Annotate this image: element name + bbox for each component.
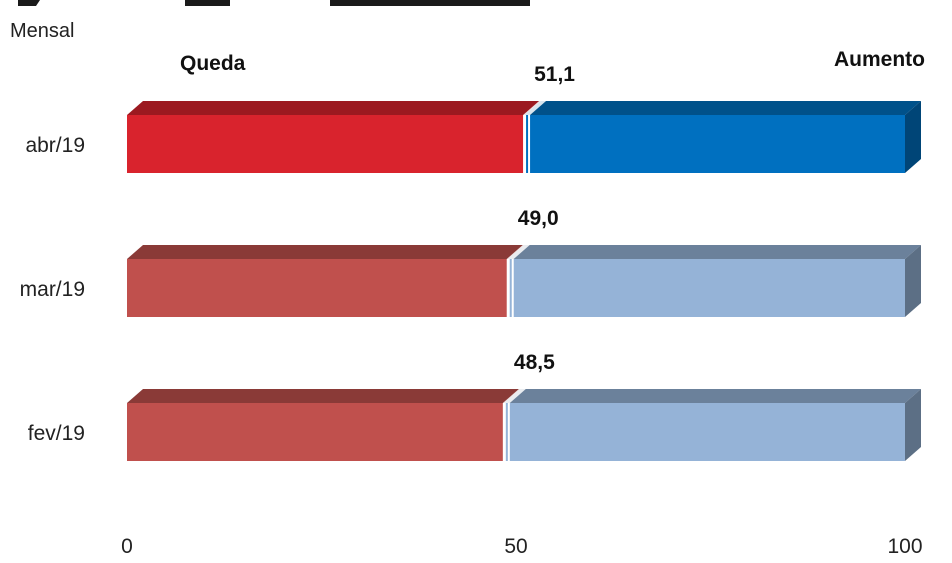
category-label: fev/19 — [28, 422, 85, 445]
bar-right-side — [905, 101, 921, 173]
bar-left-top — [127, 389, 521, 403]
x-tick-label: 0 — [121, 535, 133, 558]
bar-right-top — [504, 389, 921, 403]
bars-group: abr/19 51,1 mar/19 49,0 fev/19 48,5 — [20, 63, 921, 461]
bar-right-top — [524, 101, 921, 115]
x-tick-label: 50 — [504, 535, 527, 558]
split-divider-top — [523, 101, 547, 115]
bar-left-top — [127, 101, 541, 115]
right-side-label: Aumento — [834, 48, 925, 71]
chart-subtitle: Mensal — [10, 20, 74, 42]
value-label: 51,1 — [534, 63, 575, 86]
value-label: 49,0 — [518, 207, 559, 230]
bar-left-segment — [127, 403, 505, 461]
split-divider-inner — [505, 403, 508, 461]
split-divider-top — [506, 245, 530, 259]
bar-row-2: fev/19 48,5 — [28, 351, 921, 461]
bar-left-segment — [127, 259, 509, 317]
bar-row-0: abr/19 51,1 — [25, 63, 921, 173]
x-tick-label: 100 — [887, 535, 922, 558]
bar-right-top — [508, 245, 921, 259]
bar-row-1: mar/19 49,0 — [20, 207, 921, 317]
bar-right-segment — [508, 259, 905, 317]
split-divider-inner — [509, 259, 512, 317]
bar-right-segment — [524, 115, 905, 173]
category-label: abr/19 — [25, 134, 85, 157]
cut-off-title-fragment — [18, 0, 530, 6]
split-divider-inner — [526, 115, 529, 173]
left-side-label: Queda — [180, 52, 246, 75]
bar-right-side — [905, 389, 921, 461]
bar-right-segment — [504, 403, 905, 461]
category-label: mar/19 — [20, 278, 85, 301]
bar-left-top — [127, 245, 525, 259]
bar-left-segment — [127, 115, 525, 173]
split-divider-top — [502, 389, 526, 403]
value-label: 48,5 — [514, 351, 555, 374]
x-axis-ticks: 0 50 100 — [121, 535, 922, 558]
bar-right-side — [905, 245, 921, 317]
